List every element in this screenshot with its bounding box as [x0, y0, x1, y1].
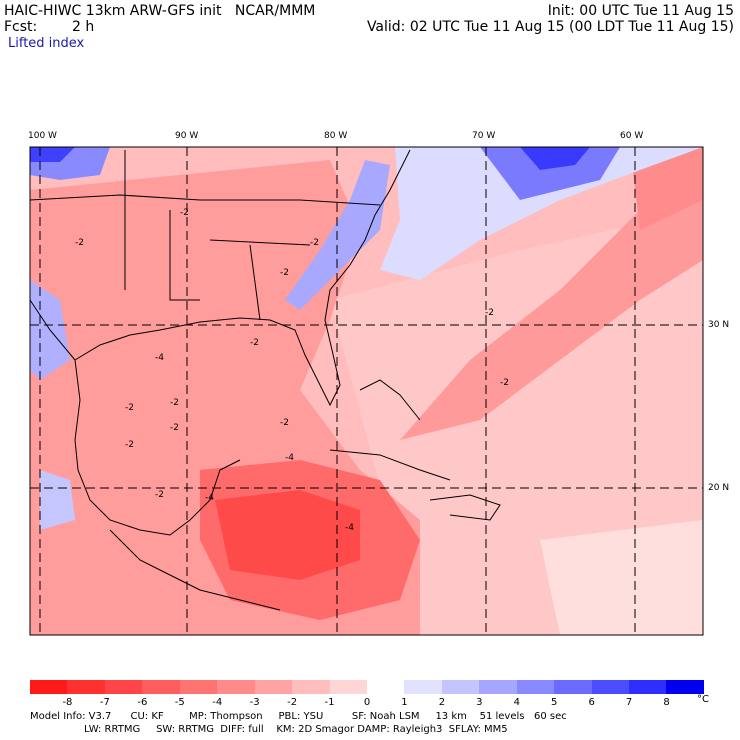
contour-labels: -2 -2 -2 -2 -2 -4 -2 -2 -2 -2 -2 -4 -2 -… [75, 208, 509, 533]
lon-label-100w: 100 W [28, 131, 57, 141]
colorbar-tick-label: -8 [62, 697, 73, 708]
colorbar-tick-label: -3 [249, 697, 260, 708]
colorbar-tick-label: -4 [212, 697, 223, 708]
colorbar-swatch [404, 680, 442, 694]
contour-label: -2 [75, 238, 84, 248]
valid-time: Valid: 02 UTC Tue 11 Aug 15 (00 LDT Tue … [366, 19, 734, 35]
contour-label: -2 [485, 308, 494, 318]
field-mexico [40, 470, 75, 530]
field-nw-atlantic [380, 147, 703, 280]
colorbar-swatch [142, 680, 180, 694]
forecast-label: Fcst: [4, 19, 38, 35]
colorbar-tick-label: -2 [287, 697, 298, 708]
contour-label: -2 [310, 238, 319, 248]
colorbar-tick-label: 7 [625, 697, 633, 708]
forecast-value: 2 h [72, 19, 95, 35]
contour-label: -4 [155, 353, 164, 363]
colorbar [30, 680, 704, 694]
field-se [540, 520, 703, 635]
colorbar-swatch [104, 680, 143, 694]
lon-label-80w: 80 W [324, 131, 348, 141]
colorbar-tick-label: 4 [513, 697, 520, 708]
field-ne [630, 147, 703, 230]
colorbar-tick-label: 2 [438, 697, 446, 708]
contour-label: -2 [170, 398, 179, 408]
colorbar-tick-label: 5 [551, 697, 558, 708]
contour-label: -2 [250, 338, 259, 348]
colorbar-swatch [666, 680, 704, 694]
colorbar-swatch [254, 680, 293, 694]
colorbar-tick-label: 6 [588, 697, 595, 708]
lon-label-60w: 60 W [620, 131, 644, 141]
contour-label: -2 [500, 378, 509, 388]
lon-label-90w: 90 W [175, 131, 199, 141]
colorbar-tick-label: 3 [476, 697, 483, 708]
model-info-line1: Model Info: V3.7 CU: KF MP: Thompson PBL… [30, 711, 567, 722]
colorbar-swatch [329, 680, 367, 694]
map-field [30, 147, 703, 635]
contour-label: -2 [125, 440, 134, 450]
graticule [30, 147, 703, 635]
contour-label: -4 [205, 493, 214, 503]
colorbar-tick-label: 8 [663, 697, 670, 708]
colorbar-swatch [516, 680, 555, 694]
colorbar-swatch [67, 680, 105, 694]
colorbar-swatch [441, 680, 480, 694]
header-title: HAIC-HIWC 13km ARW-GFS init NCAR/MMM [4, 3, 316, 19]
colorbar-tick-label: 0 [363, 697, 371, 708]
colorbar-swatch [554, 680, 592, 694]
contour-label: -4 [345, 523, 354, 533]
field-positive-north [480, 147, 620, 200]
colorbar-tick-label: -1 [324, 697, 335, 708]
field-caribbean-core [215, 490, 360, 580]
colorbar-swatch [366, 680, 405, 694]
contour-label: -2 [180, 208, 189, 218]
init-time: Init: 00 UTC Tue 11 Aug 15 [547, 3, 734, 19]
colorbar-swatch [217, 680, 255, 694]
field-positive-core [520, 147, 590, 170]
field-positive-nw-core [30, 147, 75, 162]
model-info-line2: LW: RRTMG SW: RRTMG DIFF: full KM: 2D Sm… [30, 724, 508, 735]
lon-label-70w: 70 W [472, 131, 496, 141]
colorbar-swatch [479, 680, 517, 694]
lat-label-30n: 30 N [708, 320, 730, 330]
field-atlantic-band [400, 170, 703, 440]
map-frame [29, 146, 704, 636]
colorbar-swatch [591, 680, 629, 694]
colorbar-swatch [179, 680, 218, 694]
colorbar-swatch [629, 680, 667, 694]
contour-label: -2 [280, 418, 289, 428]
lat-label-20n: 20 N [708, 483, 730, 493]
field-name: Lifted index [8, 36, 85, 51]
contour-label: -2 [155, 490, 164, 500]
contour-label: -2 [280, 268, 289, 278]
colorbar-unit: °C [697, 694, 709, 705]
coastlines [30, 149, 501, 611]
contour-label: -2 [125, 403, 134, 413]
contour-label: -4 [285, 453, 294, 463]
colorbar-swatch [30, 680, 68, 694]
colorbar-swatch [292, 680, 330, 694]
colorbar-tick-label: -6 [137, 697, 148, 708]
colorbar-tick-label: -5 [174, 697, 185, 708]
colorbar-tick-label: -7 [99, 697, 110, 708]
colorbar-tick-label: 1 [401, 697, 408, 708]
contour-label: -2 [170, 423, 179, 433]
